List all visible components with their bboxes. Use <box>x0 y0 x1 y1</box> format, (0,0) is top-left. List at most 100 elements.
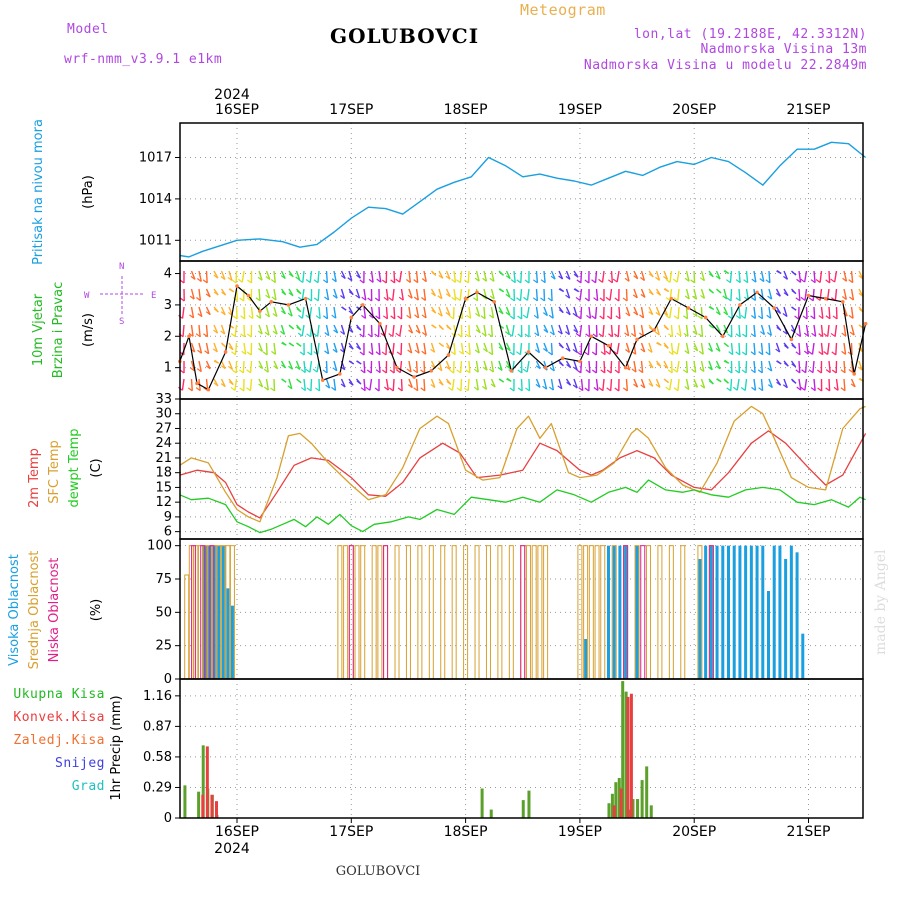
wind-barb-head <box>341 306 347 311</box>
wind-barb <box>468 306 472 319</box>
wind-barb-head <box>663 364 669 369</box>
wind-barb-head <box>795 351 801 356</box>
wind-barb <box>301 306 305 319</box>
wind-barb-head <box>715 365 721 370</box>
wind-barb-head <box>389 369 395 374</box>
precip-tick-label: 0.87 <box>143 719 172 734</box>
wind-barb-head <box>608 279 613 284</box>
wind-barb <box>243 342 247 355</box>
compass-W: W <box>84 291 90 301</box>
wind-barb <box>805 324 809 337</box>
wind-barb <box>760 360 763 373</box>
day-label-bottom: 19SEP <box>558 824 602 840</box>
mid-cloud-label: Srednja Oblacnost <box>27 551 42 670</box>
cloud-tick-label: 0 <box>164 672 172 687</box>
wind-barb <box>483 378 488 390</box>
wind-barb-head <box>213 329 218 334</box>
wind-barb-head <box>439 326 444 331</box>
wind-barb <box>535 288 539 301</box>
wind-barb-head <box>296 326 302 331</box>
wind-barb <box>550 378 555 391</box>
wind-barb-head <box>446 326 452 330</box>
wind-barb-head <box>542 312 548 317</box>
wind-barb <box>693 378 699 388</box>
precip-bar-conv <box>210 794 214 818</box>
wind-barb-head <box>367 297 373 302</box>
wind-barb <box>228 360 234 370</box>
wind-barb-head <box>420 387 426 392</box>
wind-barb <box>385 288 389 301</box>
wind-barb-head <box>776 360 782 365</box>
cloud-bar-mid <box>184 574 190 680</box>
cloud-bar-mid <box>668 545 674 680</box>
wind-barb-head <box>413 279 419 284</box>
day-label-top: 21SEP <box>787 102 831 118</box>
wind-barb-head <box>840 387 846 392</box>
wind-gust-mark <box>258 309 262 313</box>
pressure-axis-label: Pritisak na nivou mora <box>31 119 46 265</box>
wind-barb-head <box>765 279 771 284</box>
wind-barb <box>483 342 488 352</box>
pressure-line <box>179 141 867 258</box>
wind-barb <box>498 360 503 371</box>
wind-barb <box>408 378 413 388</box>
cloud-bar-high <box>618 545 622 679</box>
wind-barb <box>753 378 757 391</box>
wind-gust-mark <box>806 293 811 298</box>
wind-barb-head <box>735 333 741 338</box>
wind-barb <box>820 306 824 319</box>
wind-barb <box>317 342 320 355</box>
wind-gust-mark <box>703 315 708 320</box>
wind-barb-head <box>593 387 599 391</box>
wind-barb-head <box>257 330 263 335</box>
wind-barb <box>333 270 337 282</box>
wind-barb-head <box>631 368 637 373</box>
low-cloud-label: Niska Oblacnost <box>47 558 62 663</box>
wind-barb <box>850 306 854 319</box>
precip-bar-conv <box>214 801 218 818</box>
wind-barb-head <box>407 384 413 389</box>
wind-barb-head <box>576 351 582 356</box>
wind-barb-head <box>709 305 715 310</box>
wind-barb-head <box>356 360 362 365</box>
wind-barb-head <box>759 278 765 283</box>
wind-barb-head <box>375 315 380 320</box>
wind-barb-head <box>420 369 425 374</box>
wind-barb-head <box>591 315 596 320</box>
wind-gust-mark <box>789 337 794 342</box>
wind-barb-head <box>655 276 660 281</box>
wind-barb-head <box>547 297 553 302</box>
wind-barb <box>378 270 382 283</box>
precip-legend-item: Snijeg <box>55 756 105 771</box>
wind-barb-head <box>639 314 644 319</box>
grid-layer <box>180 123 863 819</box>
wind-barb <box>258 342 264 352</box>
wind-barb-head <box>565 347 571 352</box>
wind-barb <box>738 324 741 337</box>
wind-barb <box>700 270 706 281</box>
wind-barb <box>655 324 660 336</box>
wind-barb-head <box>230 386 236 391</box>
frame-layer <box>175 122 864 823</box>
wind-barb-head <box>750 333 756 338</box>
cloud-bar-mid <box>417 545 423 680</box>
wind-barb <box>340 288 346 299</box>
cloud-bar-high <box>789 545 793 679</box>
wind-barb <box>265 360 269 373</box>
wind-barb <box>445 270 451 280</box>
wind-barb <box>753 342 756 355</box>
wind-barb-head <box>482 348 488 353</box>
wind-barb-head <box>445 293 451 298</box>
wind-gust-mark <box>286 303 291 307</box>
wind-barb-head <box>332 294 338 299</box>
wind-barb-head <box>196 297 201 301</box>
wind-barb-head <box>758 387 763 392</box>
wind-barb <box>445 360 451 370</box>
wind-barb <box>190 324 194 337</box>
wind-barb-head <box>397 315 402 320</box>
wind-barb-head <box>451 278 456 283</box>
year-top: 2024 <box>214 87 250 103</box>
wind-barb-head <box>614 297 620 302</box>
wind-barb <box>340 324 346 335</box>
wind-barb <box>400 288 404 301</box>
